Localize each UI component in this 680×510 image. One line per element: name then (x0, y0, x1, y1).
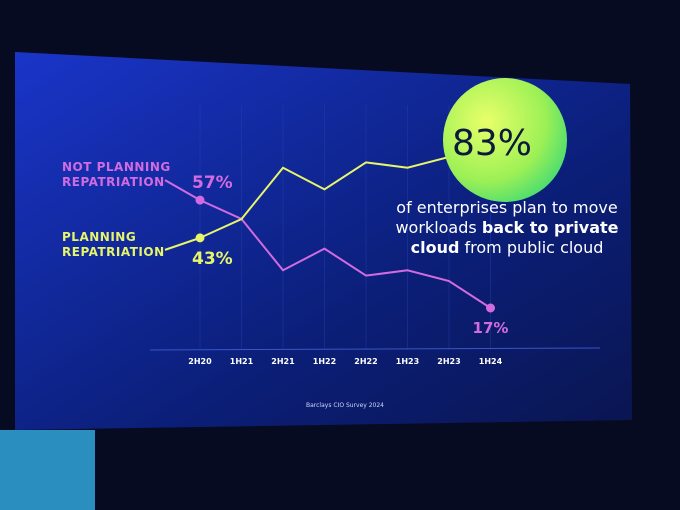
value-label: 43% (192, 249, 233, 269)
x-tick-label: 1H21 (230, 357, 254, 366)
value-label: 17% (473, 319, 509, 337)
x-tick-label: 2H20 (188, 357, 212, 366)
x-tick-label: 2H23 (437, 357, 460, 366)
x-tick-label: 1H22 (313, 357, 336, 366)
callout: of enterprises plan to move workloads ba… (378, 198, 636, 258)
x-axis (149, 347, 601, 351)
callout-bold: back to private cloud (410, 218, 619, 257)
x-tick-label: 2H22 (354, 357, 377, 366)
legend-connector (164, 236, 201, 251)
point (195, 233, 205, 243)
series-line (199, 199, 492, 309)
value-label: 57% (192, 173, 233, 193)
legend-connector (164, 179, 201, 201)
legend-label: PLANNING REPATRIATION (62, 230, 165, 259)
x-tick-label: 1H24 (479, 357, 503, 366)
value-label: 83% (452, 123, 532, 164)
point (486, 303, 495, 313)
legend-label: NOT PLANNING REPATRIATION (62, 160, 171, 189)
callout-text: of enterprises plan to move workloads (395, 198, 618, 237)
callout-text: from public cloud (464, 238, 604, 257)
x-tick-label: 2H21 (271, 357, 295, 366)
highlight-circle (443, 78, 567, 202)
source: Barclays CIO Survey 2024 (306, 402, 384, 409)
point (195, 195, 205, 205)
x-tick-label: 1H23 (396, 357, 419, 366)
series-line (199, 129, 492, 239)
side-screen (0, 430, 95, 510)
